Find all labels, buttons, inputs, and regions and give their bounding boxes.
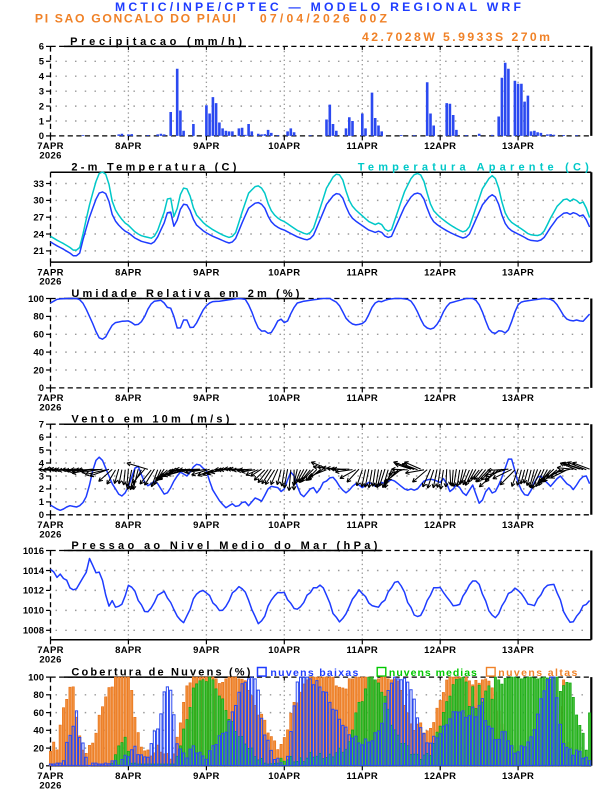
svg-text:0: 0 (39, 761, 44, 772)
svg-text:nuvens altas: nuvens altas (498, 667, 577, 679)
svg-text:40: 40 (33, 726, 44, 737)
svg-text:0: 0 (39, 510, 44, 521)
svg-text:9APR: 9APR (193, 771, 220, 782)
svg-text:2: 2 (39, 101, 44, 112)
svg-text:10APR: 10APR (268, 267, 300, 278)
svg-text:8APR: 8APR (115, 393, 142, 404)
svg-text:Cobertura de Nuvens (%): Cobertura de Nuvens (%) (71, 667, 250, 679)
svg-text:0: 0 (39, 131, 44, 142)
svg-text:27: 27 (33, 213, 44, 224)
svg-text:8APR: 8APR (115, 520, 142, 531)
svg-text:13APR: 13APR (502, 267, 534, 278)
svg-text:Pressao ao Nivel Medio do Mar: Pressao ao Nivel Medio do Mar (hPa) (71, 540, 377, 552)
svg-text:0: 0 (39, 383, 44, 394)
svg-text:60: 60 (33, 330, 44, 341)
svg-text:12APR: 12APR (424, 520, 456, 531)
svg-text:10APR: 10APR (268, 393, 300, 404)
svg-text:21: 21 (33, 246, 44, 257)
svg-text:12APR: 12APR (424, 771, 456, 782)
svg-text:9APR: 9APR (193, 520, 220, 531)
svg-text:10APR: 10APR (268, 645, 300, 656)
svg-text:100: 100 (28, 294, 44, 305)
svg-text:11APR: 11APR (346, 267, 378, 278)
svg-text:10APR: 10APR (268, 141, 300, 152)
svg-text:13APR: 13APR (502, 645, 534, 656)
svg-text:2026: 2026 (39, 654, 61, 665)
svg-text:2026: 2026 (39, 277, 61, 288)
svg-text:11APR: 11APR (346, 520, 378, 531)
svg-text:10APR: 10APR (268, 520, 300, 531)
svg-text:4: 4 (39, 72, 45, 83)
svg-text:1: 1 (39, 497, 45, 508)
svg-text:11APR: 11APR (346, 141, 378, 152)
svg-text:07/04/2026 00Z: 07/04/2026 00Z (260, 12, 388, 26)
svg-text:12APR: 12APR (424, 393, 456, 404)
svg-text:80: 80 (33, 312, 44, 323)
svg-text:30: 30 (33, 196, 44, 207)
svg-text:11APR: 11APR (346, 771, 378, 782)
svg-text:1012: 1012 (23, 586, 44, 597)
svg-text:7APR: 7APR (37, 520, 64, 531)
svg-text:5: 5 (39, 445, 45, 456)
svg-text:1016: 1016 (23, 546, 44, 557)
svg-text:7APR: 7APR (37, 141, 64, 152)
svg-text:1: 1 (39, 116, 45, 127)
svg-text:2026: 2026 (39, 780, 61, 791)
svg-text:2-m Temperatura (C): 2-m Temperatura (C) (71, 162, 236, 174)
svg-text:100: 100 (28, 672, 44, 683)
svg-text:12APR: 12APR (424, 267, 456, 278)
svg-text:33: 33 (33, 179, 44, 190)
svg-text:11APR: 11APR (346, 393, 378, 404)
svg-text:PI SAO GONCALO DO PIAUI: PI SAO GONCALO DO PIAUI (35, 12, 236, 26)
svg-text:24: 24 (33, 229, 44, 240)
svg-text:nuvens baixas: nuvens baixas (270, 667, 358, 679)
svg-text:5: 5 (39, 57, 45, 68)
svg-text:3: 3 (39, 87, 44, 98)
svg-text:40: 40 (33, 347, 44, 358)
svg-text:60: 60 (33, 708, 44, 719)
svg-text:9APR: 9APR (193, 267, 220, 278)
svg-text:1014: 1014 (23, 566, 45, 577)
svg-text:2026: 2026 (39, 529, 61, 540)
svg-text:3: 3 (39, 471, 44, 482)
svg-text:7APR: 7APR (37, 645, 64, 656)
svg-text:8APR: 8APR (115, 771, 142, 782)
svg-text:12APR: 12APR (424, 645, 456, 656)
svg-text:9APR: 9APR (193, 645, 220, 656)
svg-text:7APR: 7APR (37, 393, 64, 404)
svg-text:13APR: 13APR (502, 520, 534, 531)
svg-text:4: 4 (39, 458, 45, 469)
svg-text:8APR: 8APR (115, 141, 142, 152)
svg-text:11APR: 11APR (346, 645, 378, 656)
svg-text:20: 20 (33, 365, 44, 376)
svg-text:2026: 2026 (39, 403, 61, 414)
svg-text:80: 80 (33, 690, 44, 701)
svg-text:7APR: 7APR (37, 771, 64, 782)
svg-text:2026: 2026 (39, 151, 61, 162)
svg-text:9APR: 9APR (193, 141, 220, 152)
svg-text:9APR: 9APR (193, 393, 220, 404)
svg-text:nuvens medias: nuvens medias (389, 667, 477, 679)
svg-text:7APR: 7APR (37, 267, 64, 278)
svg-text:7: 7 (39, 420, 44, 431)
svg-text:13APR: 13APR (502, 771, 534, 782)
svg-text:1008: 1008 (23, 626, 44, 637)
svg-text:8APR: 8APR (115, 645, 142, 656)
svg-text:8APR: 8APR (115, 267, 142, 278)
svg-text:12APR: 12APR (424, 141, 456, 152)
svg-text:6: 6 (39, 432, 44, 443)
svg-text:13APR: 13APR (502, 141, 534, 152)
svg-text:10APR: 10APR (268, 771, 300, 782)
svg-text:20: 20 (33, 743, 44, 754)
svg-text:6: 6 (39, 42, 44, 53)
svg-text:2: 2 (39, 484, 44, 495)
svg-text:1010: 1010 (23, 606, 44, 617)
svg-text:13APR: 13APR (502, 393, 534, 404)
